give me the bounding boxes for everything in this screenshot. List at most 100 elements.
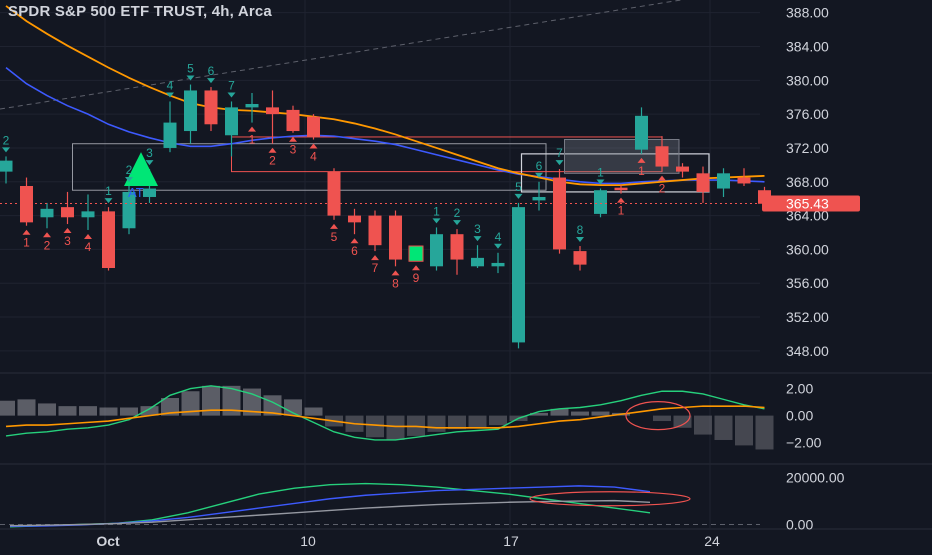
td-arrow-up — [248, 126, 256, 132]
td-arrow-down — [555, 160, 564, 166]
td-count-label: 1 — [23, 236, 30, 250]
candle-body — [696, 173, 710, 192]
td-count-label: 7 — [372, 261, 379, 275]
macd-histogram-bar — [550, 408, 569, 416]
td-arrow-down — [227, 92, 236, 98]
price-tick-label: 368.00 — [786, 174, 829, 190]
candle-body — [450, 234, 464, 260]
td-count-label: 1 — [597, 166, 604, 180]
td-count-label: 2 — [269, 154, 276, 168]
td-count-label: 1 — [638, 164, 645, 178]
td-count-label: 4 — [85, 240, 92, 254]
moving-average-slow — [5, 5, 765, 187]
highlight-candle — [408, 245, 424, 262]
candle-body — [266, 107, 279, 115]
macd-line — [5, 385, 765, 441]
macd-histogram-bar — [653, 415, 671, 422]
candle-body — [204, 90, 218, 125]
candle-body — [61, 207, 74, 218]
osc-tick-label: 20000.00 — [786, 470, 845, 486]
td-arrow-up — [658, 175, 666, 181]
time-tick-label: 24 — [704, 533, 720, 549]
candle-body — [307, 116, 320, 137]
candle-body — [102, 211, 115, 269]
price-tick-label: 380.00 — [786, 72, 829, 88]
td-arrow-down — [535, 172, 543, 178]
macd-histogram-bar — [17, 399, 36, 416]
candle-body — [676, 166, 689, 172]
macd-histogram-bar — [448, 415, 466, 430]
candle-body — [143, 188, 156, 197]
candle-body — [81, 211, 95, 218]
td-count-label: 2 — [659, 182, 666, 196]
macd-tick-label: 0.00 — [786, 408, 813, 424]
candle-body — [553, 177, 566, 250]
candle-body — [225, 107, 238, 136]
td-count-label: 5 — [515, 180, 522, 194]
macd-histogram-bar — [571, 411, 589, 416]
td-count-label: 9 — [413, 271, 420, 285]
td-arrow-up — [391, 270, 400, 276]
candle-body — [389, 215, 402, 260]
td-arrow-down — [494, 243, 502, 249]
candle-body — [245, 103, 259, 108]
td-arrow-up — [289, 136, 297, 142]
macd-histogram-bar — [673, 415, 692, 428]
macd-histogram-bar — [694, 415, 712, 435]
candle-body — [655, 146, 669, 167]
td-count-label: 3 — [474, 222, 481, 236]
zone-rectangle — [520, 153, 710, 193]
candle-body — [532, 196, 546, 201]
td-count-label: 2 — [3, 133, 10, 147]
osc-tick-label: 0.00 — [786, 516, 813, 532]
moving-average-fast — [5, 67, 765, 185]
td-count-label: 1 — [433, 204, 440, 218]
price-tick-label: 360.00 — [786, 241, 829, 257]
candle-body — [430, 234, 443, 267]
td-count-label: 6 — [536, 159, 543, 173]
td-count-label: 5 — [331, 230, 338, 244]
macd-histogram-bar — [58, 406, 77, 416]
price-tick-label: 384.00 — [786, 39, 829, 55]
price-badge-label: 365.43 — [786, 196, 829, 212]
candle-body — [40, 208, 54, 218]
annotation-ellipse — [529, 491, 691, 507]
candle-body — [368, 215, 382, 246]
macd-histogram-bar — [38, 403, 56, 416]
td-count-label: 3 — [290, 143, 297, 157]
macd-histogram-bar — [202, 385, 220, 416]
candle-body — [717, 173, 730, 189]
td-arrow-up — [637, 157, 646, 163]
macd-histogram-bar — [755, 415, 774, 450]
td-arrow-up — [350, 238, 359, 244]
macd-histogram-bar — [489, 415, 507, 426]
td-arrow-up — [309, 143, 318, 149]
price-tick-label: 356.00 — [786, 275, 829, 291]
td-arrow-down — [432, 218, 441, 224]
oscillator-line — [9, 485, 651, 528]
macd-histogram-bar — [140, 406, 159, 416]
td-arrow-down — [473, 236, 482, 242]
oscillator-line — [9, 499, 651, 527]
td-count-label: 8 — [577, 223, 584, 237]
candle-body — [512, 207, 525, 343]
macd-histogram-bar — [386, 415, 405, 440]
macd-histogram-bar — [181, 391, 200, 416]
macd-tick-label: 2.00 — [786, 381, 813, 397]
macd-histogram-bar — [591, 411, 610, 416]
td-arrow-down — [2, 147, 10, 153]
td-count-label: 6 — [351, 244, 358, 258]
candle-body — [491, 262, 505, 267]
td-count-label: 4 — [495, 230, 502, 244]
macd-histogram-bar — [304, 407, 323, 416]
candle-body — [573, 251, 587, 265]
candle-body — [184, 90, 197, 132]
td-arrow-down — [104, 198, 113, 204]
macd-histogram-bar — [714, 415, 733, 440]
price-tick-label: 364.00 — [786, 208, 829, 224]
candle-body — [286, 109, 300, 132]
price-tick-label: 376.00 — [786, 106, 829, 122]
macd-histogram-bar — [99, 407, 118, 416]
macd-histogram-bar — [366, 415, 384, 438]
